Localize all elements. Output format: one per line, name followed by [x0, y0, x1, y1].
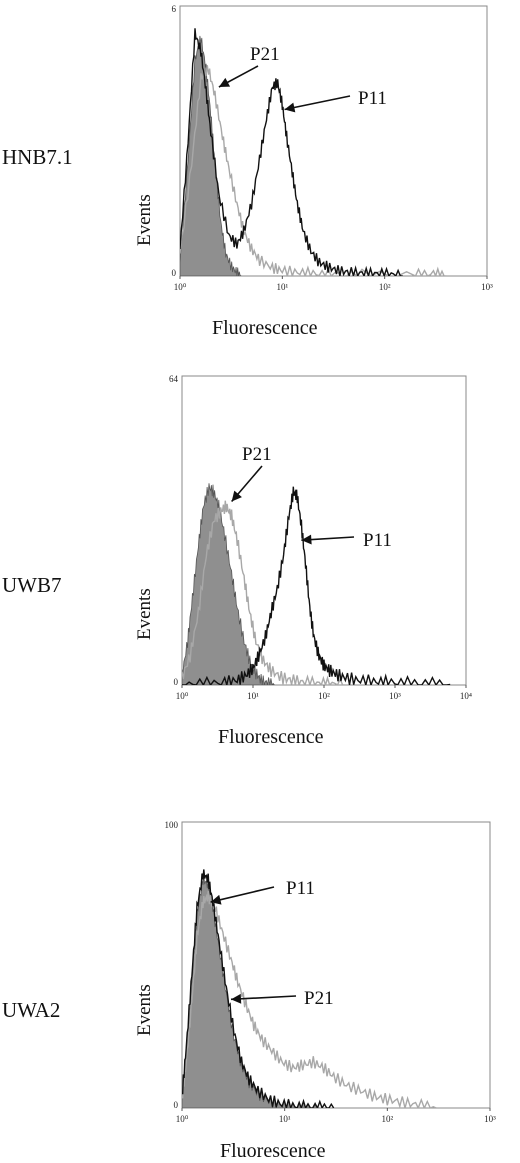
y-tick-label: 64: [169, 374, 179, 384]
x-axis-label: Fluorescence: [212, 317, 318, 339]
x-tick-label: 10⁰: [176, 1114, 189, 1124]
histogram-chart: 0 64 10⁰ 10¹ 10² 10³ 10⁴ P21 P11: [169, 374, 472, 701]
x-tick-label: 10⁴: [460, 691, 472, 701]
series-p11: [182, 869, 335, 1108]
annotation-p11: P11: [286, 878, 315, 899]
x-tick-label: 10¹: [279, 1114, 291, 1124]
arrowhead: [210, 894, 222, 905]
panel-uwb7: UWB7 Events Fluorescence 0 64 10⁰ 10¹ 10² 10³…: [2, 374, 472, 748]
panel-label: UWA2: [2, 998, 61, 1022]
annotation-arrow: [284, 95, 351, 111]
series-p21: [182, 890, 437, 1108]
x-tick-label: 10²: [318, 691, 330, 701]
y-tick-label: 0: [174, 1100, 179, 1110]
plot-frame: [181, 821, 491, 1109]
arrowhead: [230, 993, 242, 1004]
panel-label: HNB7.1: [2, 145, 73, 169]
annotation-p11: P11: [363, 530, 392, 551]
x-tick-label: 10³: [389, 691, 401, 701]
arrowhead: [301, 534, 312, 545]
annotation-p21: P21: [304, 988, 334, 1009]
x-tick-label: 10²: [379, 282, 391, 292]
x-tick-label: 10⁰: [174, 282, 187, 292]
annotation-p21: P21: [250, 44, 280, 65]
x-tick-label: 10³: [484, 1114, 496, 1124]
series-control-filled: [182, 483, 275, 685]
series-p21: [180, 65, 447, 276]
annotation-arrow: [230, 995, 297, 1001]
x-tick-label: 10¹: [247, 691, 259, 701]
x-tick-label: 10¹: [276, 282, 288, 292]
x-tick-label: 10²: [381, 1114, 393, 1124]
annotation-arrow: [210, 886, 275, 903]
y-tick-label: 6: [172, 4, 177, 14]
series-control-filled: [182, 875, 320, 1108]
plot-frame: [179, 5, 488, 277]
x-tick-label: 10³: [481, 282, 493, 292]
x-axis-label: Fluorescence: [220, 1140, 326, 1162]
y-tick-label: 0: [172, 268, 177, 278]
series-p11: [180, 28, 403, 276]
x-axis-label: Fluorescence: [218, 726, 324, 748]
arrowhead: [231, 490, 242, 502]
annotation-p21: P21: [242, 444, 272, 465]
series-p21: [182, 500, 346, 685]
y-tick-label: 100: [165, 820, 179, 830]
x-tick-label: 10⁰: [176, 691, 189, 701]
annotation-p11: P11: [358, 88, 387, 109]
panel-hnb71: HNB7.1 Events Fluorescence 0 6 10⁰ 10¹ 10² 10…: [0, 0, 520, 345]
histogram-chart: 0 6 10⁰ 10¹ 10² 10³ P21 P11: [172, 4, 494, 292]
panel-label: UWB7: [2, 573, 62, 597]
arrowhead: [218, 77, 231, 87]
arrowhead: [284, 102, 296, 113]
y-tick-label: 0: [174, 677, 179, 687]
series-p11: [182, 486, 451, 685]
